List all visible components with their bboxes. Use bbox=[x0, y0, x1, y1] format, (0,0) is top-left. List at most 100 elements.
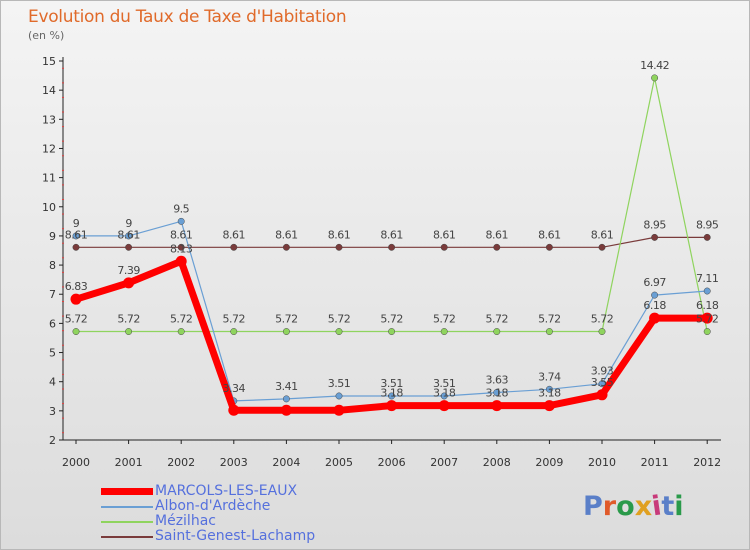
y-tick-label: 11 bbox=[42, 172, 56, 185]
chart-title: Evolution du Taux de Taxe d'Habitation bbox=[28, 7, 347, 27]
data-label-s0: 3.55 bbox=[591, 376, 614, 389]
data-point-s3 bbox=[703, 233, 711, 241]
data-point-s3 bbox=[125, 243, 133, 251]
data-label-s1: 7.11 bbox=[696, 272, 719, 285]
data-label-s2: 5.72 bbox=[275, 313, 298, 326]
data-label-s3: 8.61 bbox=[380, 228, 403, 241]
logo-letter: r bbox=[602, 491, 617, 522]
data-label-s2: 5.72 bbox=[328, 313, 351, 326]
x-tick-label: 2004 bbox=[272, 456, 300, 469]
data-label-s1: 3.41 bbox=[275, 380, 298, 393]
data-point-s0 bbox=[596, 389, 608, 401]
data-point-s3 bbox=[388, 243, 396, 251]
data-label-s3: 8.61 bbox=[538, 228, 561, 241]
data-point-s0 bbox=[280, 404, 292, 416]
data-point-s0 bbox=[333, 404, 345, 416]
x-tick-label: 2007 bbox=[430, 456, 458, 469]
data-point-s2 bbox=[335, 328, 343, 335]
data-label-s0: 7.39 bbox=[117, 264, 140, 277]
data-point-s0 bbox=[386, 400, 398, 412]
data-label-s1: 3.93 bbox=[591, 365, 614, 378]
data-point-s0 bbox=[543, 400, 555, 412]
y-tick-label: 3 bbox=[49, 405, 56, 418]
data-point-s0 bbox=[228, 404, 240, 416]
data-point-s1 bbox=[282, 395, 290, 403]
data-point-s2 bbox=[125, 328, 133, 335]
data-label-s0: 6.18 bbox=[696, 299, 719, 312]
data-point-s1 bbox=[651, 291, 659, 299]
data-label-s2: 5.72 bbox=[486, 313, 509, 326]
data-point-s1 bbox=[493, 389, 501, 396]
x-tick-label: 2008 bbox=[483, 456, 511, 469]
data-point-s3 bbox=[335, 243, 343, 251]
logo-letter: i bbox=[674, 491, 684, 522]
data-point-s3 bbox=[651, 233, 659, 241]
data-label-s0: 6.18 bbox=[643, 299, 666, 312]
legend-label: Mézilhac bbox=[155, 513, 216, 529]
data-point-s2 bbox=[388, 328, 396, 335]
y-tick-label: 6 bbox=[49, 317, 56, 330]
legend-swatch bbox=[101, 505, 153, 508]
legend-swatch bbox=[101, 535, 153, 538]
data-point-s0 bbox=[701, 312, 713, 324]
data-point-s2 bbox=[72, 328, 80, 335]
data-point-s1 bbox=[703, 287, 711, 295]
data-point-s3 bbox=[72, 243, 80, 251]
data-label-s3: 8.95 bbox=[643, 218, 666, 231]
series-line-2 bbox=[75, 77, 708, 333]
data-point-s2 bbox=[651, 74, 659, 82]
x-tick-label: 2009 bbox=[535, 456, 563, 469]
data-point-s2 bbox=[703, 328, 711, 335]
data-point-s1 bbox=[335, 392, 343, 400]
y-tick-label: 14 bbox=[42, 84, 56, 97]
legend-label: Albon-d'Ardèche bbox=[155, 498, 271, 514]
x-tick-label: 2000 bbox=[62, 456, 90, 469]
data-label-s3: 8.61 bbox=[117, 228, 140, 241]
data-point-s2 bbox=[598, 328, 606, 335]
legend-swatch bbox=[101, 488, 153, 495]
data-point-s3 bbox=[598, 243, 606, 251]
data-label-s3: 8.61 bbox=[433, 228, 456, 241]
data-point-s0 bbox=[649, 312, 661, 324]
y-tick-label: 7 bbox=[49, 288, 56, 301]
logo-letter: P bbox=[583, 491, 603, 522]
data-point-s0 bbox=[70, 293, 82, 305]
data-point-s2 bbox=[545, 328, 553, 335]
data-point-s0 bbox=[491, 400, 503, 412]
proxiti-logo: Proxiti bbox=[583, 491, 684, 523]
x-tick-label: 2010 bbox=[588, 456, 616, 469]
legend: MARCOLS-LES-EAUX Albon-d'Ardèche Mézilhac S… bbox=[101, 484, 315, 544]
x-tick-label: 2006 bbox=[378, 456, 406, 469]
data-point-s1 bbox=[598, 380, 606, 388]
data-point-s0 bbox=[123, 277, 135, 289]
data-label-s1: 3.51 bbox=[328, 377, 351, 390]
data-label-s2: 5.72 bbox=[538, 313, 561, 326]
data-label-s1: 3.74 bbox=[538, 370, 561, 383]
data-label-s2: 5.72 bbox=[170, 313, 193, 326]
data-label-s2: 5.72 bbox=[433, 313, 456, 326]
data-point-s2 bbox=[440, 328, 448, 335]
data-label-s0: 8.13 bbox=[170, 242, 193, 255]
data-label-s0: 6.83 bbox=[65, 280, 88, 293]
y-tick-label: 12 bbox=[42, 142, 56, 155]
data-label-s2: 5.72 bbox=[380, 313, 403, 326]
data-label-s2: 5.72 bbox=[223, 313, 246, 326]
data-point-s3 bbox=[230, 243, 238, 251]
legend-item: Albon-d'Ardèche bbox=[101, 499, 315, 514]
data-point-s2 bbox=[230, 328, 238, 335]
legend-label: Saint-Genest-Lachamp bbox=[155, 528, 316, 544]
data-label-s0: 3.18 bbox=[433, 387, 456, 400]
legend-item: MARCOLS-LES-EAUX bbox=[101, 484, 315, 499]
data-label-s1: 3.34 bbox=[223, 382, 246, 395]
data-point-s1 bbox=[388, 392, 396, 400]
data-label-s3: 8.61 bbox=[170, 228, 193, 241]
data-label-s2: 5.72 bbox=[696, 313, 719, 326]
logo-letter: o bbox=[616, 491, 635, 522]
x-tick-label: 2011 bbox=[641, 456, 669, 469]
data-label-s1: 9 bbox=[125, 217, 132, 230]
data-label-s1: 3.63 bbox=[486, 373, 509, 386]
data-point-s3 bbox=[282, 243, 290, 251]
data-point-s3 bbox=[177, 243, 185, 251]
y-tick-label: 15 bbox=[42, 55, 56, 68]
